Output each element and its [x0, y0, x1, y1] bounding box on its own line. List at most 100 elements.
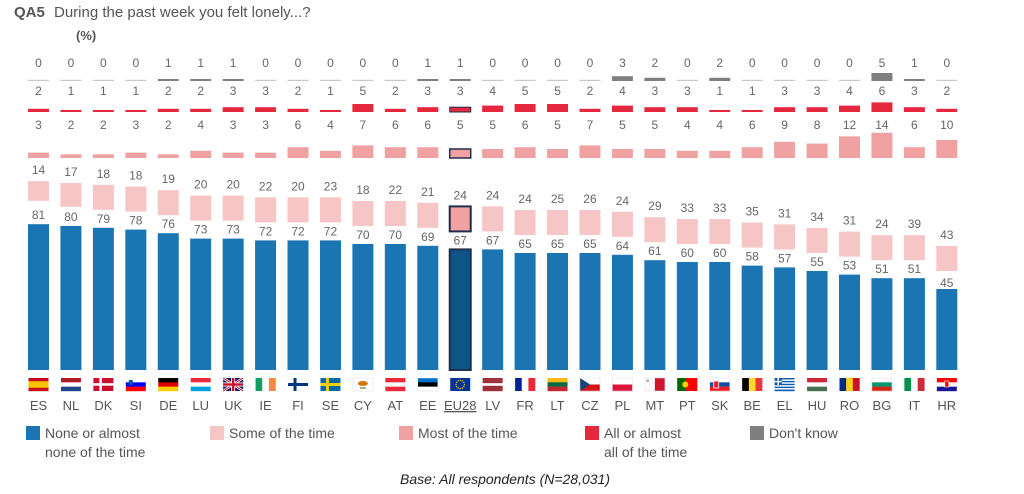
flag-dk-icon: [93, 378, 114, 391]
bar-some: [676, 219, 698, 244]
flag-fr-icon: [515, 378, 536, 391]
country-column: 51 24 14 6 5 BG: [871, 56, 893, 413]
bar-most: [676, 150, 698, 158]
bar-most: [741, 147, 763, 158]
country-column: 76 19 2 2 1 DE: [157, 56, 179, 413]
bar-most: [255, 152, 277, 158]
bar-most: [936, 140, 958, 158]
bar-most: [774, 141, 796, 158]
value-label-some: 39: [908, 217, 922, 231]
legend-label: Most of the time: [418, 425, 518, 441]
bar-some: [255, 197, 277, 223]
value-label-most: 4: [197, 118, 204, 132]
value-label-most: 6: [911, 118, 918, 132]
bar-some: [222, 195, 244, 221]
value-label-some: 26: [583, 192, 597, 206]
flag-cz-icon: [579, 377, 601, 392]
bar-dk: [774, 79, 796, 81]
bar-some: [125, 186, 147, 212]
value-label-none: 67: [486, 233, 500, 247]
bar-most: [839, 136, 860, 158]
value-label-most: 7: [587, 118, 594, 132]
value-label-some: 19: [162, 172, 176, 186]
value-label-most: 4: [327, 118, 334, 132]
value-label-some: 21: [421, 185, 435, 199]
bar-some: [903, 235, 925, 261]
bar-dk: [482, 79, 504, 81]
value-label-most: 5: [457, 118, 464, 132]
value-label-all: 3: [652, 84, 659, 98]
value-label-all: 3: [781, 84, 788, 98]
value-label-none: 76: [162, 217, 176, 231]
country-column: 60 33 4 3 0 PT: [676, 56, 698, 413]
bar-most: [579, 145, 601, 158]
flag-bg-icon: [871, 377, 893, 392]
legend-item-some: Some of the time: [210, 425, 335, 441]
value-label-some: 23: [324, 179, 338, 193]
bar-dk: [936, 79, 958, 81]
bar-all: [287, 108, 309, 112]
category-label: EE: [419, 398, 437, 413]
bar-all: [514, 104, 536, 112]
category-label: PT: [679, 398, 696, 413]
value-label-all: 6: [879, 84, 886, 98]
value-label-dk: 1: [197, 56, 204, 70]
bar-all: [352, 104, 374, 112]
value-label-none: 53: [843, 259, 857, 273]
country-column: 70 22 6 2 0 AT: [384, 56, 406, 413]
value-label-some: 20: [194, 178, 208, 192]
category-label: SE: [322, 398, 340, 413]
country-column: 57 31 9 3 0 EL: [774, 56, 796, 413]
bar-dk: [157, 79, 179, 81]
bar-most: [157, 154, 179, 158]
bar-dk: [644, 77, 666, 81]
value-label-none: 70: [356, 228, 370, 242]
value-label-dk: 0: [360, 56, 367, 70]
bar-most: [384, 147, 406, 158]
value-label-all: 2: [943, 84, 950, 98]
value-label-most: 4: [716, 118, 723, 132]
bar-most: [222, 152, 244, 158]
bar-most: [871, 132, 893, 158]
bar-dk: [514, 79, 536, 81]
bar-dk: [352, 79, 374, 81]
flag-ie-icon: [255, 378, 276, 391]
bar-none: [319, 240, 341, 370]
value-label-some: 24: [875, 217, 889, 231]
value-label-all: 1: [100, 84, 107, 98]
bar-most: [60, 154, 82, 158]
value-label-most: 14: [875, 118, 889, 132]
category-label: IE: [259, 398, 272, 413]
flag-pl-icon: [612, 377, 633, 392]
value-label-none: 80: [64, 210, 78, 224]
value-label-some: 43: [940, 228, 954, 242]
value-label-some: 29: [648, 199, 662, 213]
bar-some: [482, 206, 504, 232]
bar-none: [352, 244, 374, 370]
legend: None or almost none of the time Some of th…: [26, 425, 839, 460]
bar-most: [806, 143, 828, 158]
value-label-dk: 2: [652, 56, 659, 70]
value-label-all: 4: [489, 84, 496, 98]
value-label-none: 65: [518, 237, 532, 251]
bar-all: [92, 110, 114, 112]
value-label-most: 6: [424, 118, 431, 132]
bar-none: [60, 226, 82, 370]
bar-none: [709, 262, 731, 370]
bar-all: [936, 108, 958, 112]
bar-some: [384, 201, 406, 226]
bar-some: [190, 195, 212, 221]
value-label-all: 3: [911, 84, 918, 98]
value-label-some: 20: [226, 178, 240, 192]
value-label-all: 5: [360, 84, 367, 98]
bar-none: [611, 254, 633, 370]
value-label-all: 3: [424, 84, 431, 98]
bar-most: [417, 147, 439, 158]
bar-some: [936, 246, 958, 271]
value-label-most: 5: [554, 118, 561, 132]
value-label-none: 72: [291, 224, 305, 238]
bar-none: [157, 233, 179, 370]
bar-all: [676, 107, 698, 112]
flag-si-icon: [125, 378, 146, 392]
